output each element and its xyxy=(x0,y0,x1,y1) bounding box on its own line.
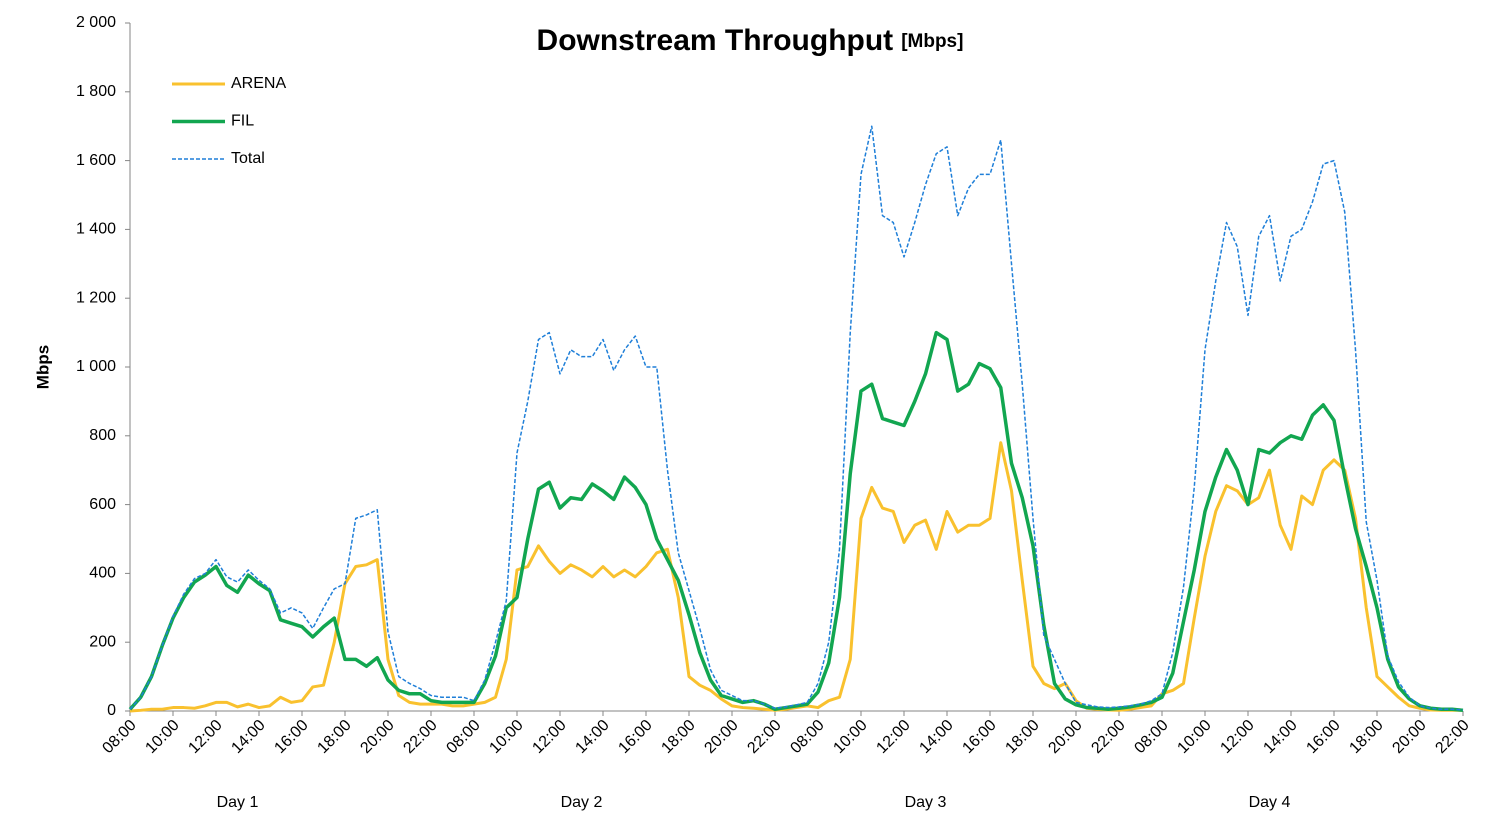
x-tick-label: 14:00 xyxy=(228,717,268,757)
day-label: Day 1 xyxy=(217,794,259,811)
x-tick-label: 10:00 xyxy=(1174,717,1214,757)
x-tick-label: 16:00 xyxy=(615,717,655,757)
y-tick-label: 200 xyxy=(89,633,116,650)
x-tick-label: 22:00 xyxy=(1088,717,1128,757)
series-line xyxy=(129,125,1464,711)
x-tick-label: 10:00 xyxy=(142,717,182,757)
x-tick-label: 12:00 xyxy=(873,717,913,757)
x-tick-label: 16:00 xyxy=(1303,717,1343,757)
y-tick-label: 1 000 xyxy=(76,358,116,375)
x-tick-label: 22:00 xyxy=(744,717,784,757)
chart-title: Downstream Throughput [Mbps] xyxy=(537,24,964,57)
y-axis-label: Mbps xyxy=(33,345,52,389)
x-tick-label: 16:00 xyxy=(959,717,999,757)
y-tick-label: 0 xyxy=(107,702,116,719)
day-label: Day 4 xyxy=(1249,794,1291,811)
x-tick-label: 12:00 xyxy=(185,717,225,757)
x-tick-label: 18:00 xyxy=(314,717,354,757)
y-tick-label: 600 xyxy=(89,496,116,513)
series-line xyxy=(129,441,1463,713)
x-tick-label: 20:00 xyxy=(1045,717,1085,757)
y-tick-label: 800 xyxy=(89,427,116,444)
x-tick-label: 10:00 xyxy=(830,717,870,757)
y-tick-label: 1 800 xyxy=(76,83,116,100)
x-tick-label: 20:00 xyxy=(701,717,741,757)
x-tick-label: 22:00 xyxy=(1432,717,1472,757)
title-unit: [Mbps] xyxy=(901,31,963,52)
x-tick-label: 14:00 xyxy=(572,717,612,757)
x-tick-label: 14:00 xyxy=(1260,717,1300,757)
y-tick-label: 2 000 xyxy=(76,14,116,31)
x-tick-label: 18:00 xyxy=(1346,717,1386,757)
series-line xyxy=(128,330,1464,713)
x-tick-label: 12:00 xyxy=(529,717,569,757)
y-tick-label: 1 600 xyxy=(76,152,116,169)
x-tick-label: 08:00 xyxy=(787,717,827,757)
day-label: Day 3 xyxy=(905,794,947,811)
x-tick-label: 18:00 xyxy=(658,717,698,757)
y-tick-label: 1 200 xyxy=(76,289,116,306)
x-tick-label: 20:00 xyxy=(357,717,397,757)
x-tick-label: 16:00 xyxy=(271,717,311,757)
x-tick-label: 12:00 xyxy=(1217,717,1257,757)
x-tick-label: 08:00 xyxy=(1131,717,1171,757)
x-tick-label: 22:00 xyxy=(400,717,440,757)
x-tick-label: 10:00 xyxy=(486,717,526,757)
x-tick-label: 08:00 xyxy=(443,717,483,757)
y-tick-label: 1 400 xyxy=(76,221,116,238)
day-label: Day 2 xyxy=(561,794,603,811)
title-text: Downstream Throughput xyxy=(537,24,894,57)
y-tick-label: 400 xyxy=(89,565,116,582)
legend-label: Total xyxy=(231,150,265,167)
x-tick-label: 18:00 xyxy=(1002,717,1042,757)
legend-label: FIL xyxy=(231,113,254,130)
x-tick-label: 08:00 xyxy=(99,717,139,757)
x-tick-label: 20:00 xyxy=(1389,717,1429,757)
legend-label: ARENA xyxy=(231,75,286,92)
x-tick-label: 14:00 xyxy=(916,717,956,757)
